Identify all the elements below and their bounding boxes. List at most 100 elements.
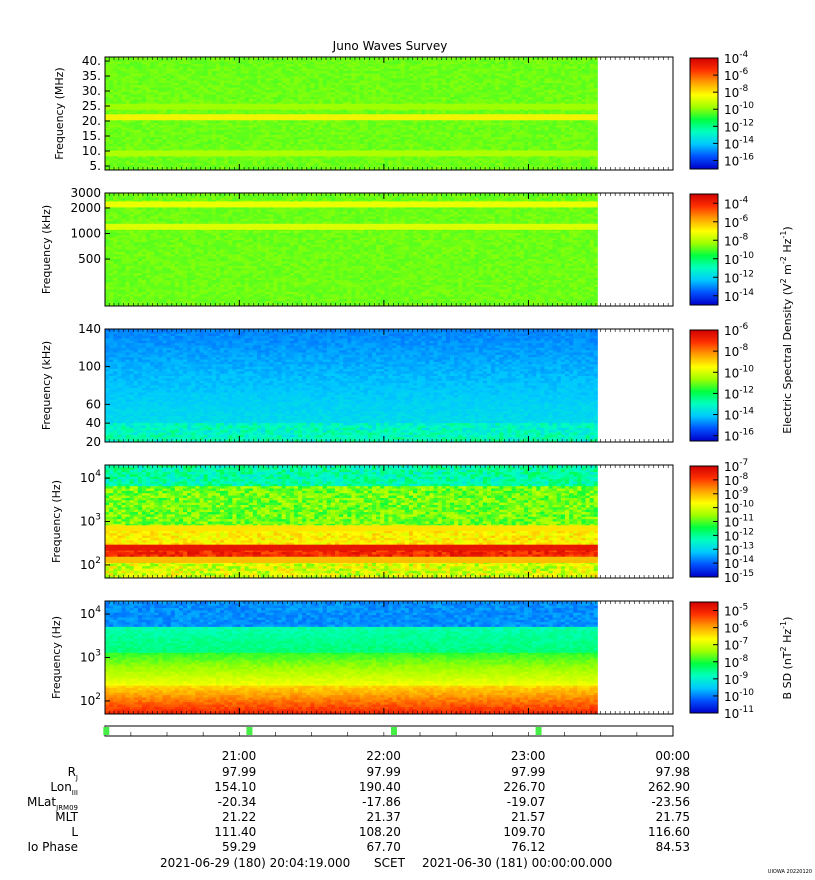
y-tick-label: 104: [80, 605, 101, 621]
ephemeris-value: 84.53: [656, 840, 690, 854]
y-tick-label: 104: [80, 469, 101, 485]
watermark: UIOWA 20220120: [768, 869, 812, 875]
y-tick-label: 20.: [82, 114, 101, 128]
status-mark: [390, 727, 397, 735]
ephemeris-value: -20.34: [218, 795, 257, 809]
electric-density-colorbar-label: Electric Spectral Density (V2 m-2 Hz-1): [779, 226, 794, 433]
y-tick-label: 140: [78, 322, 101, 336]
y-tick-label: 500: [78, 252, 101, 266]
time-axis-labels: 21:00 22:00 23:00 00:00: [222, 749, 690, 763]
y-tick-label: 103: [80, 513, 101, 529]
spectrogram-panels: 40.35.30.25.20.15.10.5. Frequency (MHz) 30…: [40, 54, 674, 715]
time-tick-label: 22:00: [366, 749, 401, 763]
ephemeris-value: 21.57: [511, 810, 545, 824]
colorbar-tick-label: 10-8: [724, 343, 749, 359]
ephemeris-value: 97.99: [222, 765, 256, 779]
y-tick-label: 100: [78, 360, 101, 374]
ephemeris-value: 262.90: [648, 780, 690, 794]
ephemeris-value: 190.40: [359, 780, 401, 794]
emission-band: [105, 150, 598, 157]
spectrogram-panel-1: 40.35.30.25.20.15.10.5. Frequency (MHz): [53, 54, 674, 173]
colorbar-tick-label: 10-14: [724, 288, 754, 304]
ephemeris-value: 76.12: [511, 840, 545, 854]
emission-band: [105, 201, 598, 208]
colorbar-tick-label: 10-6: [724, 322, 749, 338]
colorbar-tick-label: 10-8: [724, 232, 749, 248]
panel-frame: [104, 328, 674, 443]
status-mark: [246, 727, 253, 735]
y-axis-label: Frequency (MHz): [53, 67, 66, 159]
colorbar-tick-label: 10-4: [724, 50, 749, 66]
y-tick-label: 2000: [70, 201, 101, 215]
colorbar-tick-label: 10-12: [724, 118, 754, 134]
time-tick-label: 23:00: [511, 749, 546, 763]
y-tick-label: 15.: [82, 129, 101, 143]
y-axis-label: Frequency (kHz): [40, 341, 53, 430]
y-tick-label: 10.: [82, 144, 101, 158]
spectrogram-image: [105, 601, 598, 714]
ephemeris-row-label: L: [71, 825, 78, 839]
spacecraft-status-bar: [103, 725, 674, 737]
ephemeris-value: 67.70: [367, 840, 401, 854]
y-axis-label: Frequency (kHz): [40, 205, 53, 294]
panel-frame: [104, 56, 674, 171]
spectrogram-image: [105, 193, 598, 306]
spectrogram-image: [105, 465, 598, 578]
emission-band: [105, 544, 598, 551]
ephemeris-value: 154.10: [214, 780, 256, 794]
colorbar-tick-label: 10-8: [724, 654, 749, 670]
spectrogram-panel-4: 104 103 102 Frequency (Hz): [50, 464, 674, 579]
colorbar-tick-label: 10-6: [724, 67, 749, 83]
colorbar-tick-label: 10-8: [724, 84, 749, 100]
colorbar-tick-label: 10-6: [724, 620, 749, 636]
y-tick-label: 25.: [82, 99, 101, 113]
ephemeris-value: 21.37: [367, 810, 401, 824]
colorbar-4: 10-710-810-910-1010-1110-1210-1310-1410-…: [689, 458, 754, 585]
emission-band: [105, 525, 598, 532]
footer-scet-label: SCET: [374, 856, 406, 870]
ephemeris-value: -17.86: [362, 795, 401, 809]
y-tick-label: 35.: [82, 69, 101, 83]
ephemeris-value: 97.99: [367, 765, 401, 779]
colorbar-tick-label: 10-15: [724, 569, 754, 585]
ephemeris-value: 97.99: [511, 765, 545, 779]
colorbar-tick-label: 10-14: [724, 407, 754, 423]
ephemeris-value: 109.70: [503, 825, 545, 839]
colorbar-tick-label: 10-5: [724, 603, 748, 619]
ephemeris-value: 21.75: [656, 810, 690, 824]
colorbar-tick-label: 10-12: [724, 385, 754, 401]
colorbar-tick-label: 10-10: [724, 364, 754, 380]
spectrogram-image: [105, 329, 598, 442]
colorbar-tick-label: 10-4: [724, 195, 749, 211]
colorbar-tick-label: 10-10: [724, 101, 754, 117]
colorbar-tick-label: 10-16: [724, 428, 754, 444]
y-tick-label: 102: [80, 556, 101, 572]
ephemeris-value: 111.40: [214, 825, 256, 839]
emission-band: [105, 114, 598, 121]
ephemeris-row-label: RJ: [68, 765, 78, 782]
y-tick-label: 1000: [70, 227, 101, 241]
spectrogram-image: [105, 57, 598, 170]
colorbar-tick-label: 10-7: [724, 637, 748, 653]
emission-band: [105, 223, 598, 230]
ephemeris-table: RJ 97.99 97.99 97.99 97.98 LonIII 154.10 190.40…: [27, 765, 690, 854]
ephemeris-value: 59.29: [222, 840, 256, 854]
magnetic-density-colorbar-label: B SD (nT2 Hz-1): [779, 617, 794, 700]
colorbar-2: 10-4 10-6 10-8 10-10 10-12 10-14: [689, 193, 754, 306]
y-tick-label: 40: [86, 416, 101, 430]
time-tick-label: 21:00: [222, 749, 257, 763]
colorbar-tick-label: 10-9: [724, 671, 749, 687]
y-tick-label: 20: [86, 435, 101, 449]
status-mark: [535, 727, 542, 735]
colorbar-tick-label: 10-16: [724, 152, 754, 168]
colorbar-tick-label: 10-14: [724, 135, 754, 151]
ephemeris-row-label: Io Phase: [27, 840, 78, 854]
ephemeris-value: 21.22: [222, 810, 256, 824]
y-tick-label: 60: [86, 397, 101, 411]
y-axis-label: Frequency (Hz): [50, 480, 63, 563]
emission-band: [105, 103, 598, 110]
ephemeris-value: -23.56: [651, 795, 690, 809]
colorbar-tick-label: 10-11: [724, 705, 754, 721]
